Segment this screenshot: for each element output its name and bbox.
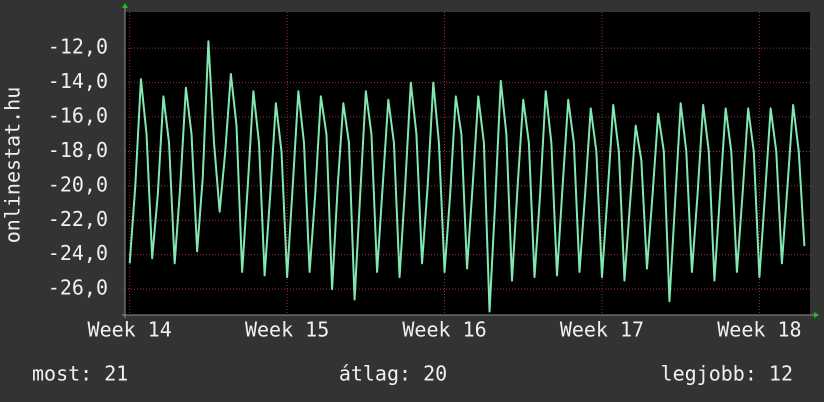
y-tick-label: -14,0 — [48, 69, 108, 93]
y-tick-label: -18,0 — [48, 138, 108, 162]
y-tick-label: -16,0 — [48, 104, 108, 128]
y-tick-label: -26,0 — [48, 276, 108, 300]
y-tick-label: -24,0 — [48, 241, 108, 265]
x-tick-label: Week 17 — [560, 318, 644, 342]
stat-average: átlag: 20 — [339, 362, 447, 386]
stat-best: legjobb: 12 — [661, 362, 793, 386]
y-axis-title: onlinestat.hu — [1, 87, 25, 244]
x-tick-label: Week 15 — [245, 318, 329, 342]
x-tick-label: Week 18 — [717, 318, 801, 342]
y-tick-label: -22,0 — [48, 207, 108, 231]
axis-arrow — [814, 312, 819, 318]
x-tick-label: Week 16 — [402, 318, 486, 342]
y-tick-label: -12,0 — [48, 35, 108, 59]
axis-arrow — [122, 3, 128, 8]
plot-area — [125, 12, 810, 315]
x-tick-label: Week 14 — [88, 318, 172, 342]
stat-current: most: 21 — [32, 362, 128, 386]
y-tick-label: -20,0 — [48, 172, 108, 196]
data-line — [128, 40, 806, 313]
